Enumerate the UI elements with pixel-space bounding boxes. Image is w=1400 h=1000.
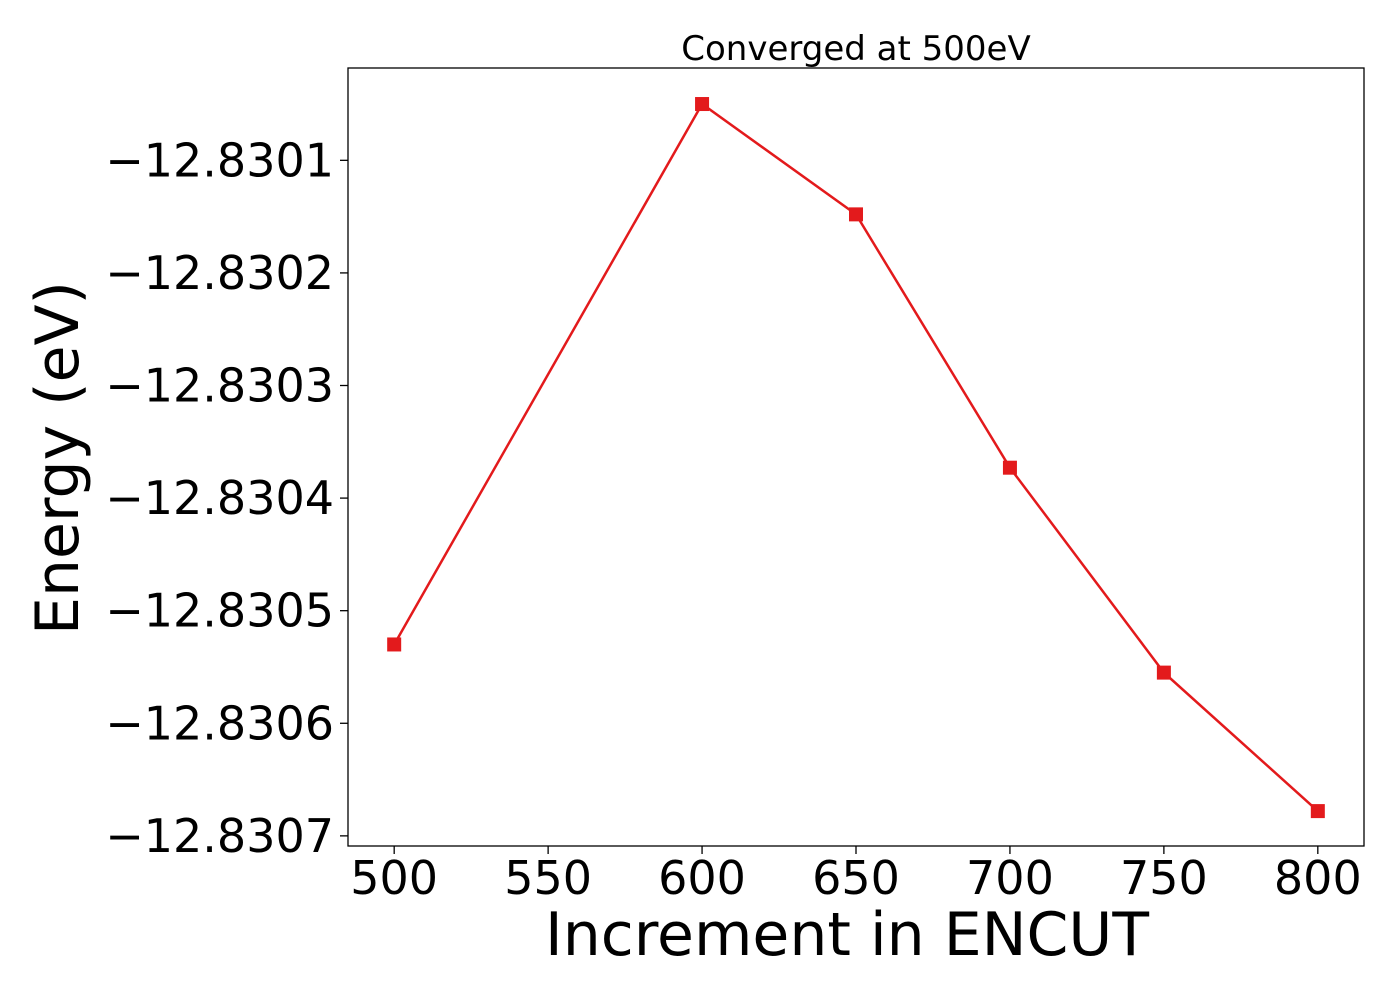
x-axis-label: Increment in ENCUT — [545, 900, 1149, 970]
x-tick-label: 500 — [350, 851, 438, 905]
data-point-marker — [1002, 460, 1017, 475]
y-tick-label: −12.8302 — [105, 246, 334, 300]
x-tick-label: 800 — [1274, 851, 1362, 905]
y-tick-label: −12.8307 — [105, 809, 334, 863]
y-axis-label: Energy (eV) — [23, 281, 93, 635]
series-line — [393, 102, 1319, 813]
y-tick-label: −12.8301 — [105, 133, 334, 187]
y-tick-label: −12.8305 — [105, 584, 334, 638]
data-point-marker — [1310, 804, 1325, 819]
series-markers — [387, 97, 1325, 819]
x-tick-label: 600 — [658, 851, 746, 905]
data-point-marker — [849, 207, 863, 222]
data-point-marker — [1156, 665, 1171, 680]
y-tick-label: −12.8304 — [105, 471, 334, 525]
x-tick-label: 650 — [812, 851, 900, 905]
y-axis-ticks: −12.8301 −12.8302 −12.8303 −12.8304 −12.8305… — [105, 133, 348, 863]
chart-title: Converged at 500eV — [681, 29, 1030, 69]
y-tick-label: −12.8306 — [105, 696, 334, 750]
data-point-marker — [387, 637, 402, 652]
y-tick-label: −12.8303 — [105, 359, 334, 413]
data-point-marker — [695, 97, 710, 112]
x-axis-ticks: 500 550 600 650 700 750 800 — [350, 846, 1362, 905]
x-tick-label: 700 — [966, 851, 1054, 905]
x-tick-label: 550 — [504, 851, 592, 905]
x-tick-label: 750 — [1120, 851, 1208, 905]
